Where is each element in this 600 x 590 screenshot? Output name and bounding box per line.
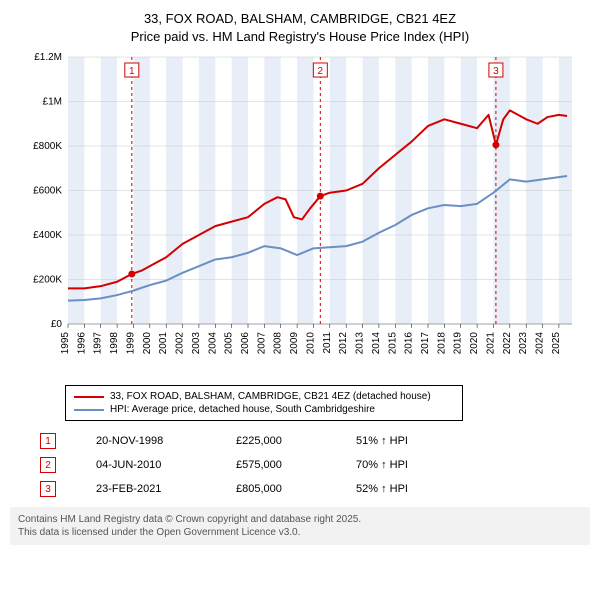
svg-text:2011: 2011 <box>322 332 333 354</box>
svg-text:2020: 2020 <box>469 332 480 355</box>
svg-text:1999: 1999 <box>125 332 136 355</box>
sale-price: £805,000 <box>236 483 316 495</box>
svg-text:2005: 2005 <box>224 332 235 355</box>
sale-date: 20-NOV-1998 <box>96 435 196 447</box>
sale-hpi: 70% ↑ HPI <box>356 459 456 471</box>
footer-line1: Contains HM Land Registry data © Crown c… <box>18 513 582 526</box>
sale-hpi: 51% ↑ HPI <box>356 435 456 447</box>
svg-text:£600K: £600K <box>33 186 62 197</box>
svg-text:1995: 1995 <box>60 332 71 355</box>
svg-text:2: 2 <box>318 66 324 77</box>
svg-text:2024: 2024 <box>535 332 546 355</box>
title-line1: 33, FOX ROAD, BALSHAM, CAMBRIDGE, CB21 4… <box>10 10 590 28</box>
sale-marker-box: 1 <box>40 433 56 449</box>
svg-text:£800K: £800K <box>33 141 62 152</box>
legend-row: 33, FOX ROAD, BALSHAM, CAMBRIDGE, CB21 4… <box>74 390 454 403</box>
svg-text:£1M: £1M <box>43 97 62 108</box>
footer-attribution: Contains HM Land Registry data © Crown c… <box>10 507 590 545</box>
svg-text:2008: 2008 <box>273 332 284 355</box>
sale-date: 04-JUN-2010 <box>96 459 196 471</box>
svg-text:1997: 1997 <box>93 332 104 355</box>
legend-label: 33, FOX ROAD, BALSHAM, CAMBRIDGE, CB21 4… <box>110 391 431 402</box>
svg-text:2004: 2004 <box>207 332 218 355</box>
svg-text:2001: 2001 <box>158 332 169 355</box>
sale-marker-box: 3 <box>40 481 56 497</box>
chart-area: £0 £200K £400K £600K £800K £1M £1.2M 1995 1996 19… <box>20 49 580 379</box>
svg-text:2017: 2017 <box>420 332 431 355</box>
svg-text:2010: 2010 <box>305 332 316 355</box>
svg-text:2022: 2022 <box>502 332 513 355</box>
svg-text:2009: 2009 <box>289 332 300 355</box>
legend-swatch <box>74 396 104 398</box>
sales-table: 1 20-NOV-1998 £225,000 51% ↑ HPI 2 04-JUN-201… <box>40 429 590 501</box>
sale-row: 2 04-JUN-2010 £575,000 70% ↑ HPI <box>40 453 590 477</box>
svg-text:2003: 2003 <box>191 332 202 355</box>
sale-date: 23-FEB-2021 <box>96 483 196 495</box>
svg-text:2018: 2018 <box>436 332 447 355</box>
svg-text:2015: 2015 <box>387 332 398 355</box>
legend-label: HPI: Average price, detached house, Sout… <box>110 404 375 415</box>
sale-price: £575,000 <box>236 459 316 471</box>
svg-text:2023: 2023 <box>518 332 529 355</box>
sale-price: £225,000 <box>236 435 316 447</box>
svg-text:2021: 2021 <box>485 332 496 355</box>
svg-text:£400K: £400K <box>33 230 62 241</box>
title-line2: Price paid vs. HM Land Registry's House … <box>10 28 590 46</box>
svg-text:2007: 2007 <box>256 332 267 355</box>
line-chart-svg: £0 £200K £400K £600K £800K £1M £1.2M 1995 1996 19… <box>20 49 580 379</box>
svg-text:2013: 2013 <box>355 332 366 355</box>
svg-text:2006: 2006 <box>240 332 251 355</box>
svg-text:£1.2M: £1.2M <box>34 52 62 63</box>
svg-text:2002: 2002 <box>175 332 186 355</box>
svg-text:£0: £0 <box>51 319 63 330</box>
sale-row: 3 23-FEB-2021 £805,000 52% ↑ HPI <box>40 477 590 501</box>
legend: 33, FOX ROAD, BALSHAM, CAMBRIDGE, CB21 4… <box>65 385 463 421</box>
sale-marker-box: 2 <box>40 457 56 473</box>
svg-text:1: 1 <box>129 66 135 77</box>
sale-hpi: 52% ↑ HPI <box>356 483 456 495</box>
svg-text:2019: 2019 <box>453 332 464 355</box>
svg-text:2014: 2014 <box>371 332 382 355</box>
chart-title: 33, FOX ROAD, BALSHAM, CAMBRIDGE, CB21 4… <box>10 10 590 45</box>
svg-text:2000: 2000 <box>142 332 153 355</box>
svg-text:3: 3 <box>493 66 499 77</box>
legend-swatch <box>74 409 104 411</box>
svg-text:2016: 2016 <box>404 332 415 355</box>
legend-row: HPI: Average price, detached house, Sout… <box>74 403 454 416</box>
footer-line2: This data is licensed under the Open Gov… <box>18 526 582 539</box>
svg-text:1996: 1996 <box>76 332 87 355</box>
svg-text:£200K: £200K <box>33 275 62 286</box>
sale-row: 1 20-NOV-1998 £225,000 51% ↑ HPI <box>40 429 590 453</box>
svg-text:2012: 2012 <box>338 332 349 355</box>
svg-text:1998: 1998 <box>109 332 120 355</box>
svg-text:2025: 2025 <box>551 332 562 355</box>
